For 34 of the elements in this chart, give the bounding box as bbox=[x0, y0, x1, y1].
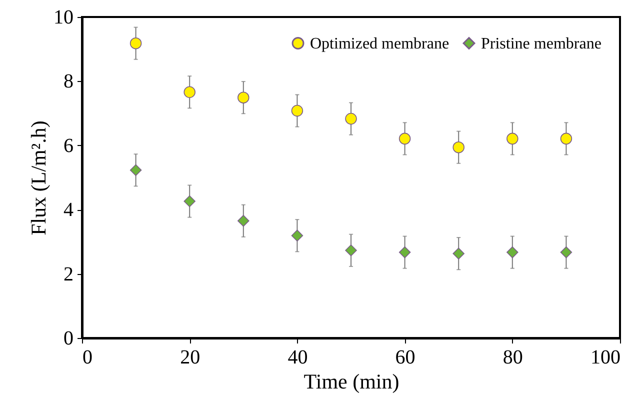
point bbox=[238, 214, 250, 227]
point bbox=[184, 195, 196, 208]
x-tick-label: 60 bbox=[395, 346, 416, 368]
point bbox=[398, 246, 411, 258]
x-tick-label: 80 bbox=[502, 346, 523, 368]
point bbox=[184, 86, 196, 98]
point bbox=[291, 230, 304, 242]
point bbox=[291, 104, 304, 117]
x-axis-title: Time (min) bbox=[304, 370, 400, 394]
x-tick-label: 100 bbox=[590, 346, 620, 368]
point bbox=[560, 246, 572, 258]
point bbox=[130, 37, 142, 50]
x-tick-label: 20 bbox=[180, 346, 200, 368]
point bbox=[398, 132, 411, 145]
point bbox=[345, 112, 357, 125]
point bbox=[560, 132, 572, 145]
y-tick-label: 10 bbox=[54, 6, 74, 28]
legend-label: Pristine membrane bbox=[481, 35, 602, 52]
point bbox=[238, 92, 250, 104]
y-tick-label: 6 bbox=[64, 134, 74, 157]
point bbox=[506, 246, 518, 258]
x-tick-label: 40 bbox=[288, 346, 308, 368]
y-tick-label: 2 bbox=[64, 263, 74, 286]
point bbox=[452, 141, 464, 154]
legend-label: Optimized membrane bbox=[310, 35, 450, 52]
y-tick-label: 4 bbox=[64, 199, 74, 222]
y-tick-label: 0 bbox=[64, 328, 74, 350]
point bbox=[506, 132, 518, 145]
x-tick-label: 0 bbox=[82, 346, 92, 368]
point bbox=[130, 164, 142, 176]
y-tick-label: 8 bbox=[64, 70, 74, 93]
y-axis-title: Flux (L/m².h) bbox=[26, 120, 50, 236]
point bbox=[345, 244, 357, 256]
point bbox=[452, 248, 464, 260]
